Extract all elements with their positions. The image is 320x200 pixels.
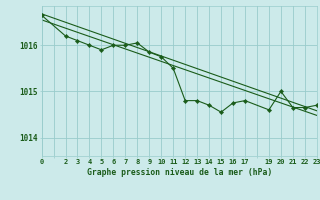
X-axis label: Graphe pression niveau de la mer (hPa): Graphe pression niveau de la mer (hPa): [87, 168, 272, 177]
